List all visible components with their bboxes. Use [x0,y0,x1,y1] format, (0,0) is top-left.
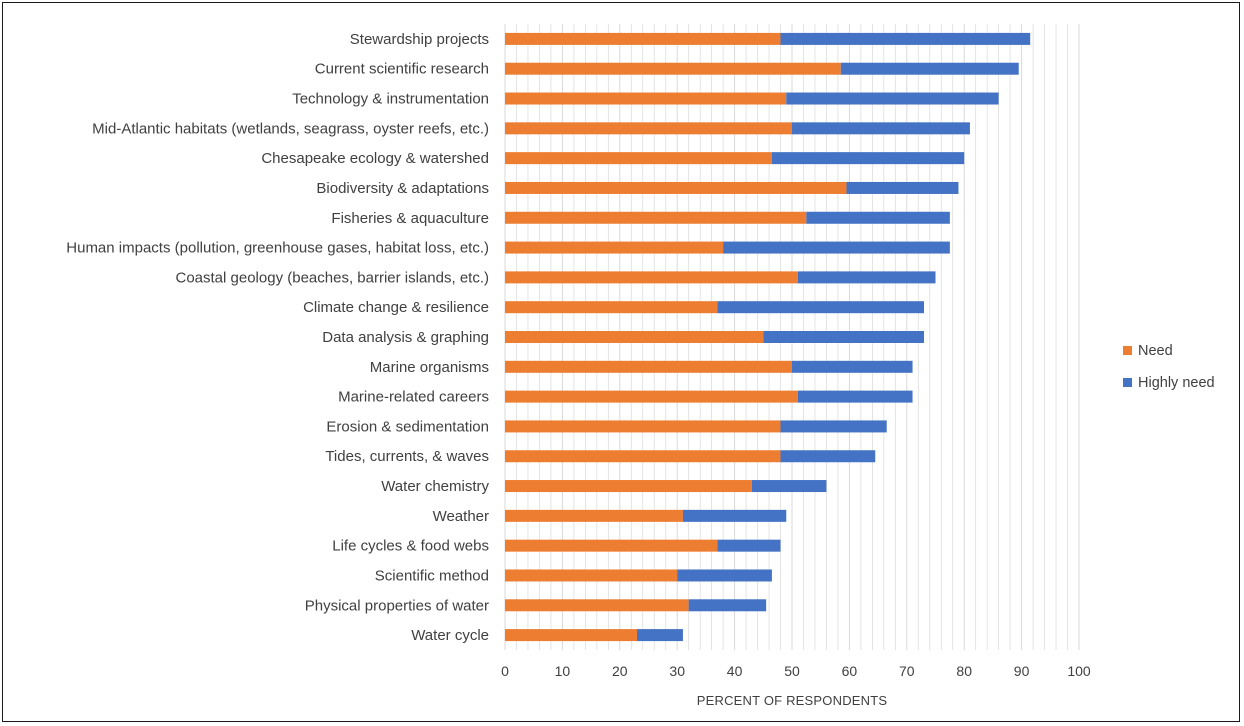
category-label: Mid-Atlantic habitats (wetlands, seagras… [92,120,489,137]
bar-need [505,211,807,224]
bar-need [505,271,798,284]
bar-need [505,599,689,612]
bar-need [505,181,847,194]
bar-highly-need [682,509,787,522]
x-tick-label: 20 [612,663,628,679]
bar-highly-need [677,569,772,582]
bars [505,32,1031,642]
x-tick-label: 50 [784,663,800,679]
bar-need [505,122,792,135]
bar-need [505,92,787,105]
bar-need [505,62,841,75]
category-label: Stewardship projects [350,31,489,48]
bar-highly-need [763,331,925,343]
bar-highly-need [806,211,950,224]
bar-highly-need [780,450,876,463]
x-tick-label: 0 [501,663,509,679]
bar-need [505,241,724,254]
bar-highly-need [688,599,767,612]
category-label: Technology & instrumentation [292,91,489,108]
category-label: Fisheries & aquaculture [331,210,489,227]
x-axis-label: PERCENT OF RESPONDENTS [697,693,888,708]
bar-highly-need [840,62,1019,75]
category-label: Biodiversity & adaptations [316,180,489,197]
legend-swatch [1123,346,1132,355]
legend-label: Need [1138,343,1173,359]
bar-highly-need [797,390,913,403]
x-tick-label: 60 [842,663,858,679]
legend-label: Highly need [1138,375,1215,391]
bar-highly-need [792,122,970,135]
bar-highly-need [717,301,925,314]
category-label: Life cycles & food webs [332,538,489,555]
legend-swatch [1123,378,1132,387]
stacked-bar-chart: Stewardship projects Current scientific r… [66,24,1215,708]
category-label: Water chemistry [381,478,489,495]
category-label: Water cycle [411,627,489,644]
bar-need [505,509,683,522]
bar-need [505,331,764,343]
bar-need [505,480,752,493]
category-label: Weather [433,508,489,525]
category-label: Data analysis & graphing [322,329,489,346]
bar-highly-need [771,152,965,165]
category-label: Human impacts (pollution, greenhouse gas… [66,240,489,257]
bar-highly-need [846,181,959,194]
x-tick-label: 90 [1014,663,1030,679]
category-label: Marine-related careers [338,389,489,406]
bar-highly-need [717,539,781,552]
category-label: Tides, currents, & waves [325,448,489,465]
bar-need [505,420,781,433]
category-label: Chesapeake ecology & watershed [261,150,489,167]
bar-need [505,152,772,165]
bar-highly-need [786,92,999,105]
legend: Need Highly need [1123,343,1215,391]
bar-need [505,569,678,582]
x-tick-label: 100 [1067,663,1091,679]
category-label: Scientific method [375,567,489,584]
bar-highly-need [751,480,827,493]
x-tick-label: 80 [956,663,972,679]
category-label: Current scientific research [315,61,489,78]
x-tick-labels: 0 10 20 30 40 50 60 70 80 90 100 [501,663,1091,679]
category-label: Marine organisms [370,359,489,376]
bar-need [505,360,792,373]
category-label: Physical properties of water [305,597,489,614]
x-tick-label: 30 [669,663,685,679]
category-label: Climate change & resilience [303,299,489,316]
bar-highly-need [637,629,683,642]
x-tick-label: 70 [899,663,915,679]
bar-highly-need [797,271,936,284]
bar-need [505,32,781,45]
bar-need [505,629,638,642]
bar-need [505,301,718,314]
bar-highly-need [792,360,913,373]
category-label: Erosion & sedimentation [326,418,489,435]
bar-need [505,539,718,552]
category-label: Coastal geology (beaches, barrier island… [176,269,490,286]
x-tick-label: 10 [555,663,571,679]
bar-highly-need [780,32,1031,45]
category-labels: Stewardship projects Current scientific r… [66,31,489,644]
bar-highly-need [723,241,950,254]
bar-highly-need [780,420,887,433]
x-tick-label: 40 [727,663,743,679]
bar-need [505,390,798,403]
bar-need [505,450,781,463]
